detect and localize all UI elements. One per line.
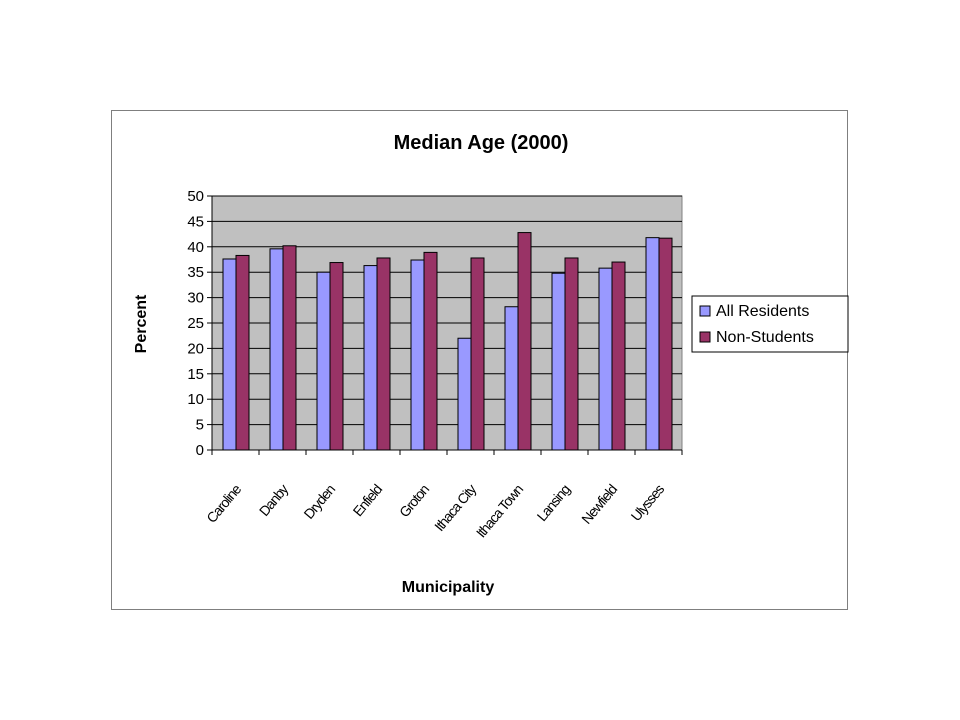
y-tick-label: 35 xyxy=(187,264,204,281)
category-label: Enfield xyxy=(350,481,385,519)
bars xyxy=(222,232,673,451)
category-label: Danby xyxy=(256,481,292,519)
y-tick-label: 0 xyxy=(196,442,204,459)
y-tick-labels: 0 5 10 15 20 25 30 35 40 45 50 xyxy=(187,188,204,459)
legend-swatch xyxy=(699,331,711,343)
bar-non-students xyxy=(282,245,297,451)
chart-title: Median Age (2000) xyxy=(394,132,569,154)
bar-all-residents xyxy=(269,248,284,451)
bar-non-students xyxy=(564,257,579,451)
category-label: Newfield xyxy=(578,481,620,526)
bar-all-residents xyxy=(551,272,566,451)
y-tick-label: 45 xyxy=(187,213,204,230)
bar-non-students xyxy=(423,251,438,451)
bar-all-residents xyxy=(457,337,472,451)
y-axis-title: Percent xyxy=(133,294,150,353)
chart-frame: Median Age (2000) 0 5 10 15 20 25 30 35 40 45 50 C… xyxy=(111,110,849,610)
y-tick-label: 50 xyxy=(187,188,204,205)
legend-label: Non-Students xyxy=(716,329,814,346)
legend-label: All Residents xyxy=(716,303,809,320)
category-label: Ulysses xyxy=(628,481,668,524)
category-label: Groton xyxy=(396,481,432,520)
y-tick-label: 5 xyxy=(196,417,204,434)
bar-non-students xyxy=(517,232,532,451)
bar-non-students xyxy=(376,257,391,451)
bar-non-students xyxy=(611,261,626,451)
axes xyxy=(207,195,683,455)
bar-non-students xyxy=(235,254,250,451)
bar-all-residents xyxy=(645,237,660,451)
category-label: Dryden xyxy=(300,481,338,521)
bar-all-residents xyxy=(410,259,425,451)
bar-all-residents xyxy=(316,271,331,451)
category-label: Ithaca City xyxy=(431,481,479,534)
bar-all-residents xyxy=(504,306,519,451)
y-tick-label: 25 xyxy=(187,315,204,332)
bar-non-students xyxy=(470,257,485,451)
bar-all-residents xyxy=(598,267,613,451)
bar-non-students xyxy=(329,262,344,451)
bar-all-residents xyxy=(222,258,237,451)
bar-all-residents xyxy=(363,265,378,451)
y-tick-label: 30 xyxy=(187,290,204,307)
legend: All Residents Non-Students xyxy=(691,295,849,353)
x-axis-title: Municipality xyxy=(402,579,495,596)
legend-swatch xyxy=(699,305,711,317)
bar-chart: Median Age (2000) 0 5 10 15 20 25 30 35 40 45 50 C… xyxy=(133,132,849,596)
x-tick-labels: Caroline Danby Dryden Enfield Groton Ithaca C… xyxy=(203,481,667,541)
category-label: Ithaca Town xyxy=(473,481,526,540)
category-label: Caroline xyxy=(203,481,244,526)
y-tick-label: 10 xyxy=(187,391,204,408)
category-label: Lansing xyxy=(534,481,573,524)
y-tick-label: 15 xyxy=(187,366,204,383)
bar-non-students xyxy=(658,237,673,451)
legend-box xyxy=(691,295,849,353)
y-tick-label: 20 xyxy=(187,340,204,357)
y-tick-label: 40 xyxy=(187,239,204,256)
